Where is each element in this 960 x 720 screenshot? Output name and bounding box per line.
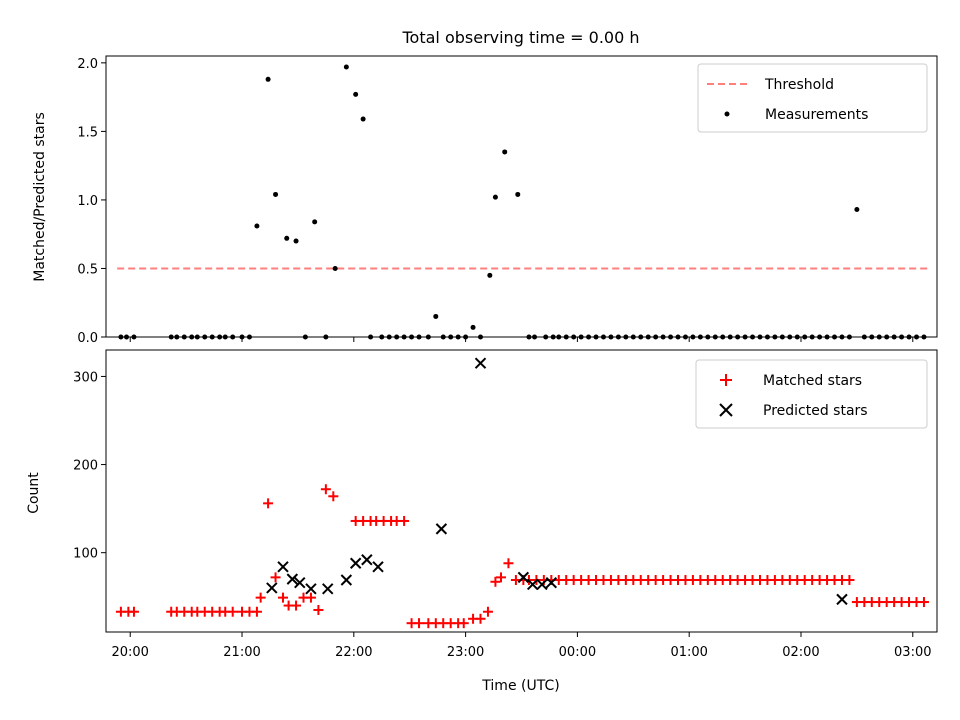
measurement-point xyxy=(254,223,260,229)
matched-star-point xyxy=(328,491,339,502)
x-tick-label: 03:00 xyxy=(894,645,931,660)
matched-star-point xyxy=(251,606,262,617)
predicted-star-point xyxy=(536,578,548,591)
predicted-star-point xyxy=(322,583,334,595)
predicted-star-point xyxy=(305,583,317,595)
measurement-point xyxy=(332,265,338,271)
chart-title: Total observing time = 0.00 h xyxy=(401,28,639,47)
predicted-star-point xyxy=(266,582,278,594)
matched-star-point xyxy=(255,592,266,603)
legend-predicted-label: Predicted stars xyxy=(763,403,868,419)
x-tick-label: 01:00 xyxy=(670,645,707,660)
matched-star-point xyxy=(496,572,507,583)
bottom-legend-box xyxy=(695,359,928,429)
matched-star-point xyxy=(227,606,238,617)
bottom-y-tick-label: 300 xyxy=(73,370,98,385)
measurement-point xyxy=(470,324,476,330)
legend-measurements-label: Measurements xyxy=(765,107,868,123)
matched-star-point xyxy=(399,515,410,526)
measurement-point xyxy=(353,91,359,97)
predicted-star-point xyxy=(435,523,448,535)
legend-matched-swatch xyxy=(720,374,732,386)
x-tick-label: 00:00 xyxy=(559,645,596,660)
predicted-star-point xyxy=(526,578,539,591)
top-legend-box xyxy=(697,63,928,133)
matched-star-point xyxy=(475,613,486,624)
matched-star-point xyxy=(844,575,855,586)
measurement-point xyxy=(502,149,508,155)
matched-star-point xyxy=(291,600,302,611)
matched-star-point xyxy=(414,618,425,629)
measurement-point xyxy=(360,116,366,122)
bottom-plot-frame xyxy=(105,349,938,633)
measurement-point xyxy=(293,238,299,244)
top-legend: Threshold Measurements xyxy=(697,63,928,133)
predicted-star-point xyxy=(361,554,373,566)
x-tick-label: 02:00 xyxy=(782,645,819,660)
predicted-star-point xyxy=(349,557,362,569)
measurement-point xyxy=(515,191,521,197)
bottom-legend: Matched stars Predicted stars xyxy=(695,359,928,429)
bottom-panel: Count Time (UTC) 100 200 300 20:00 21:00 22:… xyxy=(26,349,938,694)
x-axis-label: Time (UTC) xyxy=(481,678,559,694)
top-y-ticks: 0.0 0.5 1.0 1.5 2.0 xyxy=(77,57,106,346)
measurement-point xyxy=(433,313,439,319)
top-y-axis-label: Matched/Predicted stars xyxy=(32,112,48,282)
legend-measurements-swatch xyxy=(724,111,730,117)
matched-star-point xyxy=(270,572,281,583)
measurement-point xyxy=(343,64,349,70)
predicted-star-point xyxy=(474,357,487,369)
bottom-y-tick-label: 200 xyxy=(73,459,98,474)
predicted-star-point xyxy=(517,571,530,584)
bottom-y-tick-label: 100 xyxy=(73,547,98,562)
predicted-stars-points xyxy=(266,357,848,606)
bottom-x-ticks: 20:00 21:00 22:00 23:00 00:00 01:00 02:00 03:00 xyxy=(111,632,932,660)
measurement-point xyxy=(284,235,290,241)
top-plot-frame xyxy=(105,55,938,338)
matched-star-point xyxy=(458,618,469,629)
legend-predicted-swatch xyxy=(719,403,733,417)
matched-star-point xyxy=(320,484,331,495)
matched-star-point xyxy=(128,606,139,617)
predicted-star-point xyxy=(340,574,353,586)
top-panel: Total observing time = 0.00 h Matched/Pr… xyxy=(32,28,938,346)
predicted-star-point xyxy=(372,561,384,573)
top-y-tick-label: 0.0 xyxy=(77,331,98,346)
predicted-star-point xyxy=(277,561,289,573)
predicted-star-point xyxy=(836,593,848,606)
matched-stars-points xyxy=(115,484,929,629)
top-y-tick-label: 0.5 xyxy=(77,262,98,277)
x-tick-label: 21:00 xyxy=(223,645,260,660)
predicted-star-point xyxy=(294,576,306,589)
top-y-tick-label: 1.0 xyxy=(77,194,98,209)
matched-star-point xyxy=(278,592,289,603)
measurement-point xyxy=(273,191,279,197)
measurement-point xyxy=(312,219,318,225)
predicted-star-point xyxy=(286,573,299,585)
matched-star-point xyxy=(482,606,493,617)
matched-star-point xyxy=(305,592,316,603)
matched-star-point xyxy=(490,576,501,587)
x-tick-label: 23:00 xyxy=(447,645,484,660)
measurement-point xyxy=(492,194,498,200)
measurement-point xyxy=(487,272,493,278)
top-y-tick-label: 1.5 xyxy=(77,125,98,140)
bottom-y-axis-label: Count xyxy=(26,472,42,514)
top-y-tick-label: 2.0 xyxy=(77,57,98,72)
measurement-points xyxy=(118,64,927,340)
measurement-point xyxy=(854,207,860,213)
x-tick-label: 22:00 xyxy=(335,645,372,660)
matched-star-point xyxy=(918,597,929,608)
matched-star-point xyxy=(263,498,274,509)
matched-star-point xyxy=(313,604,324,615)
predicted-star-point xyxy=(545,576,558,589)
x-tick-label: 20:00 xyxy=(111,645,148,660)
legend-matched-label: Matched stars xyxy=(763,373,862,389)
matched-star-point xyxy=(503,558,514,569)
legend-threshold-label: Threshold xyxy=(764,77,834,93)
bottom-y-ticks: 100 200 300 xyxy=(73,370,106,562)
measurement-point xyxy=(265,76,271,82)
